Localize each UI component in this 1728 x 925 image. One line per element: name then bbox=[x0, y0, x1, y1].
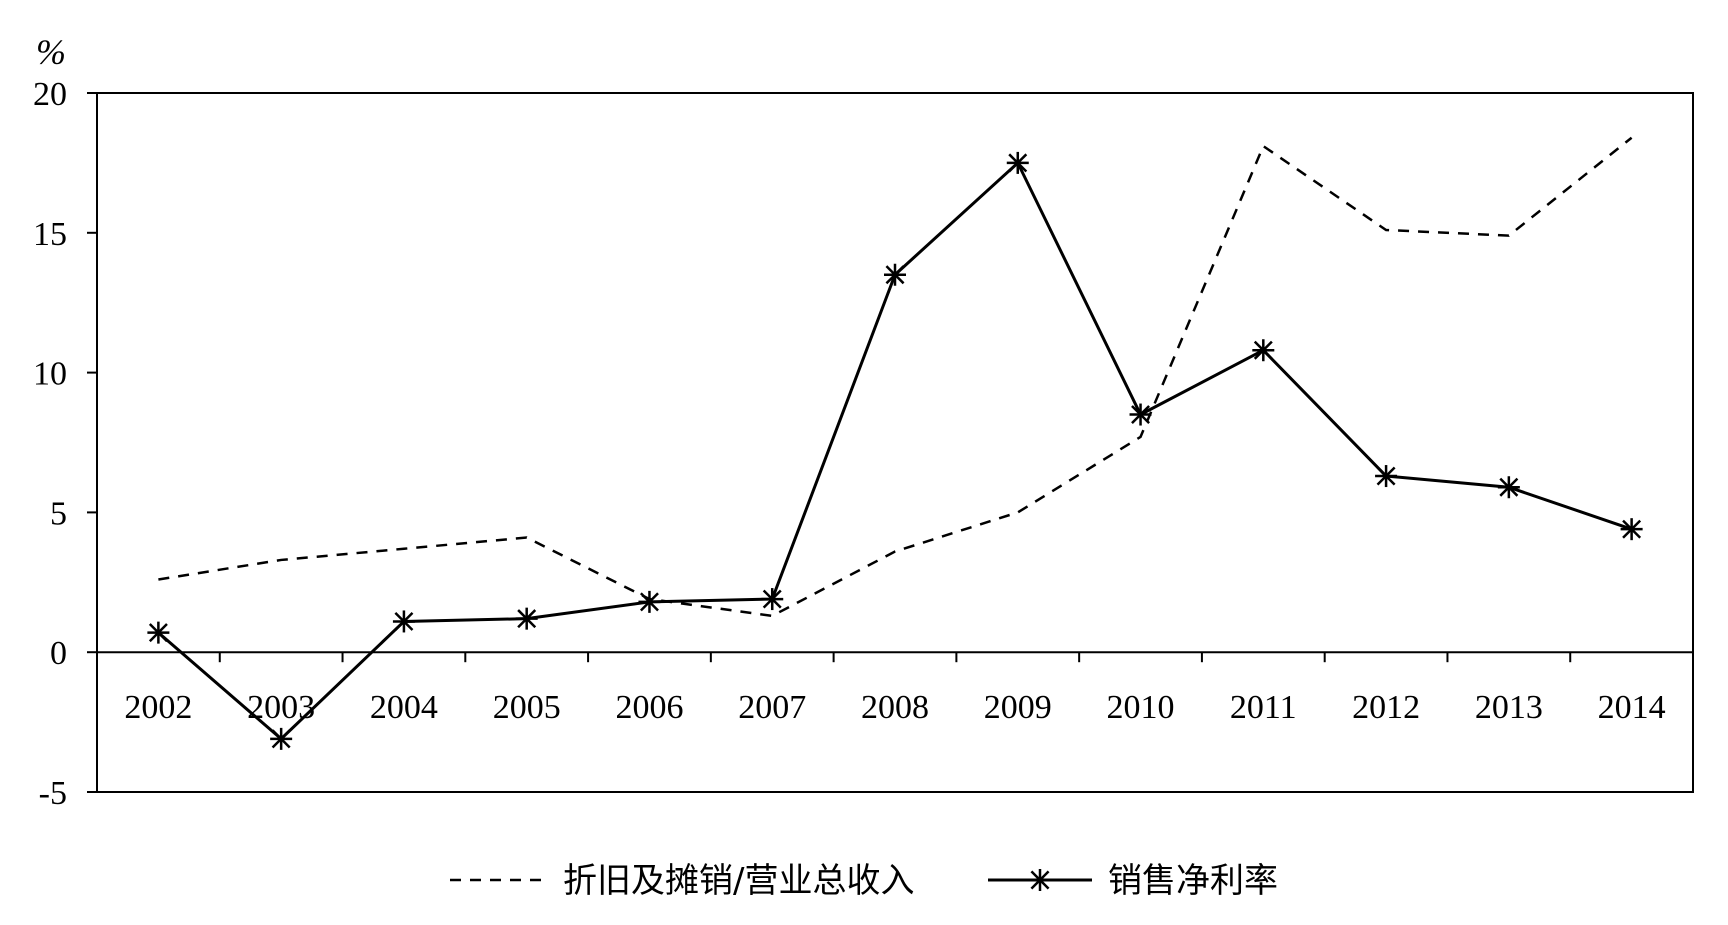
y-tick-label: 15 bbox=[33, 216, 67, 253]
y-unit-label: % bbox=[36, 32, 66, 72]
legend-label-series-2: 销售净利率 bbox=[1108, 861, 1278, 901]
series-layer bbox=[147, 136, 1643, 750]
x-tick-label: 2002 bbox=[124, 689, 192, 726]
plot-area-frame bbox=[96, 92, 1694, 793]
x-tick-label: 2012 bbox=[1352, 689, 1420, 726]
legend-marker-asterisk bbox=[1029, 869, 1051, 891]
x-tick-label: 2007 bbox=[738, 689, 806, 726]
series-2-point bbox=[392, 610, 415, 633]
x-tick-label: 2010 bbox=[1107, 689, 1175, 726]
series-2-point bbox=[1252, 339, 1275, 362]
x-tick-label: 2014 bbox=[1598, 689, 1666, 726]
series-2-point bbox=[1006, 151, 1029, 174]
x-axis: 2002 2003 2004 2005 2006 2007 2008 2009 2010 2011… bbox=[96, 651, 1694, 726]
series-2-point bbox=[147, 621, 170, 644]
series-2-point bbox=[1129, 403, 1152, 426]
series-2-point bbox=[1497, 476, 1520, 499]
series-2-point bbox=[761, 588, 784, 611]
x-tick-label: 2004 bbox=[370, 689, 438, 726]
y-tick-label: 20 bbox=[33, 76, 67, 113]
y-tick-label: -5 bbox=[39, 775, 67, 812]
x-tick-label: 2009 bbox=[984, 689, 1052, 726]
x-tick-label: 2003 bbox=[247, 689, 315, 726]
x-tick-label: 2005 bbox=[493, 689, 561, 726]
series-2-point bbox=[270, 727, 293, 750]
series-2-point bbox=[638, 590, 661, 613]
y-tick-label: 10 bbox=[33, 356, 67, 393]
series-2-point bbox=[515, 607, 538, 630]
legend-asterisk-shape bbox=[1029, 869, 1051, 891]
series-line-1 bbox=[158, 136, 1633, 618]
y-tick-label: 0 bbox=[50, 635, 67, 672]
x-tick-label: 2008 bbox=[861, 689, 929, 726]
series-2-point bbox=[1375, 465, 1398, 488]
series-2-point bbox=[1620, 518, 1643, 541]
x-tick-label: 2011 bbox=[1230, 689, 1297, 726]
y-tick-label: 5 bbox=[50, 495, 67, 532]
legend: 折旧及摊销/营业总收入 销售净利率 bbox=[450, 861, 1278, 901]
x-tick-label: 2013 bbox=[1475, 689, 1543, 726]
x-tick-label: 2006 bbox=[615, 689, 683, 726]
series-2-point bbox=[884, 263, 906, 286]
y-axis: -5 0 5 10 15 20 bbox=[33, 76, 97, 812]
legend-label-series-1: 折旧及摊销/营业总收入 bbox=[563, 861, 914, 901]
